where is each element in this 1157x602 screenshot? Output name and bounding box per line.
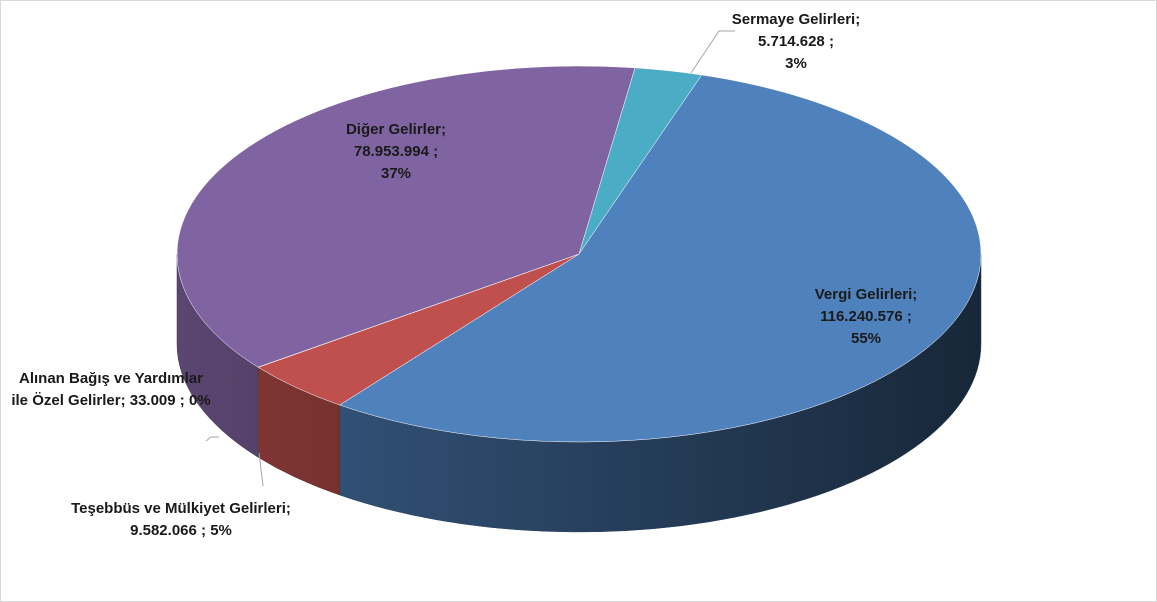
label-percent: 55% [850, 330, 882, 347]
leader-line [258, 452, 264, 487]
label-name: Sermaye Gelirleri; [731, 11, 861, 28]
label-value: 5.714.628 ; [758, 33, 834, 50]
slice-label: Alınan Bağış ve Yardımlar ile Özel Gelir… [11, 368, 211, 412]
label-value: 78.953.994 ; [353, 143, 439, 160]
label-name: Diğer Gelirler; [345, 121, 447, 138]
leader-line [205, 436, 219, 442]
slice [339, 74, 982, 443]
slice-label: Vergi Gelirleri; 116.240.576 ; 55% [771, 284, 961, 350]
slice-label: Diğer Gelirler; 78.953.994 ; 37% [301, 119, 491, 185]
label-percent: 5% [210, 522, 232, 539]
slice-label: Teşebbüs ve Mülkiyet Gelirleri; 9.582.06… [71, 498, 291, 542]
label-value: 33.009 ; [129, 392, 185, 409]
label-percent: 37% [380, 165, 412, 182]
label-value: 116.240.576 ; [820, 308, 912, 325]
slice [176, 65, 636, 368]
leader-line [690, 30, 735, 74]
label-percent: 3% [785, 55, 807, 72]
label-name: Vergi Gelirleri; [814, 286, 918, 303]
slice-label: Sermaye Gelirleri; 5.714.628 ; 3% [701, 9, 891, 75]
label-name: Alınan Bağış ve Yardımlar ile Özel Gelir… [11, 370, 203, 409]
label-name: Teşebbüs ve Mülkiyet Gelirleri; [71, 500, 291, 517]
label-value: 9.582.066 ; [130, 522, 207, 539]
label-percent: 0% [188, 392, 211, 409]
